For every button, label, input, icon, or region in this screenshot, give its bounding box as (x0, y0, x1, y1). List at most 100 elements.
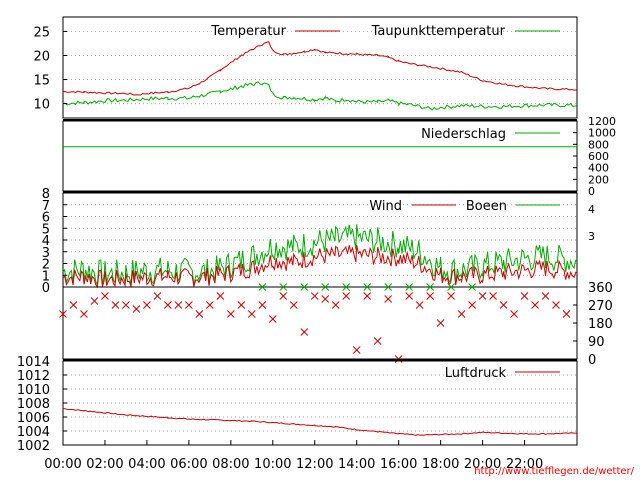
marker-stroke (321, 295, 330, 303)
marker-stroke (321, 283, 330, 291)
y-tick-label: 2 (42, 258, 50, 273)
direction-marker (279, 283, 288, 291)
marker-stroke (384, 295, 393, 303)
y-tick-label: 1200 (588, 115, 616, 128)
direction-marker (289, 301, 298, 309)
y-tick-label: 10 (33, 98, 50, 113)
marker-stroke (310, 292, 319, 300)
legend-wind-label: Wind (369, 199, 402, 214)
credit-link[interactable]: http://www.tiefflegen.de/wetter/ (474, 466, 634, 477)
x-axis: 00:00 02:00 04:00 06:00 08:00 10:00 12:00 14:00… (44, 440, 543, 472)
marker-stroke (352, 346, 361, 354)
marker-stroke (80, 310, 88, 318)
legend-boeen-label: Boeen (466, 199, 507, 214)
marker-stroke (300, 328, 309, 336)
marker-stroke (122, 301, 130, 309)
direction-marker (164, 301, 172, 309)
direction-marker (174, 301, 183, 309)
marker-stroke (562, 310, 571, 318)
series-line-wind (62, 245, 578, 289)
y-tick-label: 1 (42, 269, 50, 284)
y-tick-label: 800 (588, 138, 609, 151)
direction-marker (237, 301, 246, 309)
direction-marker (489, 292, 497, 300)
x-tick-label: 06:00 (170, 457, 207, 472)
direction-marker (195, 310, 204, 318)
direction-marker (122, 301, 130, 309)
marker-stroke (457, 310, 466, 318)
x-tick-label: 14:00 (338, 457, 375, 472)
direction-marker (132, 305, 141, 313)
y-tick-label: 1006 (17, 411, 50, 426)
marker-stroke (447, 283, 455, 291)
marker-stroke (468, 301, 476, 309)
marker-stroke (153, 292, 162, 300)
marker-stroke (531, 301, 539, 309)
legend-temperatur-label: Temperatur (210, 24, 286, 39)
direction-marker (342, 292, 351, 300)
marker-stroke (174, 301, 183, 309)
direction-marker (310, 292, 319, 300)
series-line-temperatur (62, 41, 578, 96)
y-tick-label: 1000 (588, 127, 616, 140)
legend-luftdruck-label: Luftdruck (445, 366, 507, 381)
direction-marker (405, 283, 414, 291)
marker-stroke (426, 283, 434, 291)
series-line-luftdruck (62, 408, 578, 436)
marker-stroke (132, 305, 141, 313)
marker-stroke (415, 301, 424, 309)
panel-wind-direction: 0 90 180 270 360 (59, 281, 613, 368)
x-tick-label: 04:00 (128, 457, 165, 472)
marker-stroke (468, 283, 476, 291)
direction-marker (300, 328, 309, 336)
y-tick-label: 180 (588, 317, 613, 332)
marker-stroke (300, 283, 309, 291)
direction-marker (279, 292, 288, 300)
direction-marker (363, 283, 372, 291)
direction-marker (258, 301, 267, 309)
panel-temperature: 10 15 20 25 Temperatur Taupunkttemperatur (33, 16, 578, 119)
y-tick-label: 1008 (17, 397, 50, 412)
direction-marker (321, 283, 330, 291)
direction-marker (268, 315, 277, 323)
x-tick-label: 22:00 (506, 457, 543, 472)
direction-marker (352, 346, 361, 354)
direction-marker (226, 310, 235, 318)
x-tick-label: 02:00 (86, 457, 123, 472)
marker-stroke (279, 283, 288, 291)
marker-stroke (342, 283, 351, 291)
y-tick-label: 15 (33, 74, 50, 89)
y-tick-label: 1012 (17, 369, 50, 384)
marker-stroke (69, 301, 78, 309)
direction-marker (331, 301, 340, 309)
direction-marker (363, 292, 372, 300)
y-tick-label: 0 (588, 185, 595, 198)
x-tick-label: 16:00 (380, 457, 417, 472)
y-tick-label: 270 (588, 299, 613, 314)
marker-stroke (426, 292, 434, 300)
wind-right-tick-3: 3 (588, 230, 595, 243)
y-tick-label: 3 (42, 246, 50, 261)
direction-marker (457, 310, 466, 318)
plot-frame (62, 286, 578, 360)
marker-stroke (363, 283, 372, 291)
marker-stroke (143, 301, 151, 309)
marker-stroke (489, 292, 497, 300)
direction-marker (300, 283, 309, 291)
marker-stroke (331, 301, 340, 309)
direction-marker (321, 295, 330, 303)
y-tick-label: 1010 (17, 383, 50, 398)
direction-marker (426, 292, 434, 300)
y-tick-label: 20 (33, 49, 50, 64)
marker-stroke (499, 301, 508, 309)
y-tick-label: 400 (588, 162, 609, 175)
marker-stroke (405, 283, 414, 291)
y-tick-label: 200 (588, 173, 609, 186)
marker-stroke (436, 319, 445, 327)
direction-marker (206, 301, 214, 309)
y-tick-label: 600 (588, 150, 609, 163)
marker-stroke (289, 301, 298, 309)
